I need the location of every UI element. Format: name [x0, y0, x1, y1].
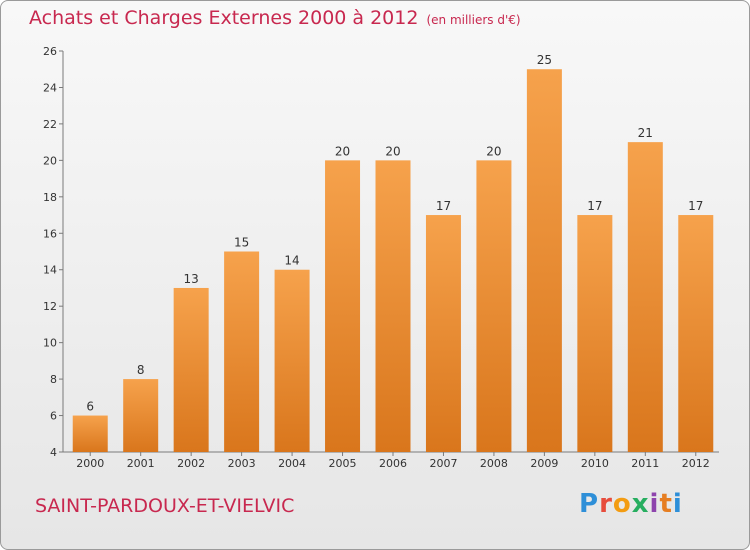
- bar-value-label: 8: [137, 363, 145, 377]
- x-tick-label: 2009: [530, 457, 558, 470]
- bar-value-label: 17: [436, 199, 451, 213]
- y-tick-label: 8: [50, 373, 57, 386]
- y-axis: 4 6 8 10 12 14 16 18 20 22 24 26: [43, 45, 64, 459]
- x-tick-label: 2002: [177, 457, 205, 470]
- bar-2004: [274, 269, 310, 452]
- city-name: SAINT-PARDOUX-ET-VIELVIC: [35, 495, 295, 517]
- x-tick-label: 2004: [278, 457, 306, 470]
- bar-2012: [678, 215, 714, 452]
- logo-letter: r: [599, 489, 613, 519]
- bar-value-label: 6: [86, 400, 94, 414]
- chart-title-text: Achats et Charges Externes 2000 à 2012: [29, 7, 419, 29]
- y-tick-label: 18: [43, 191, 57, 204]
- proxiti-logo: Proxiti: [579, 489, 683, 519]
- bar-value-label: 17: [587, 199, 602, 213]
- bar-value-label: 20: [335, 144, 350, 158]
- bar-value-label: 20: [486, 144, 501, 158]
- y-tick-label: 14: [43, 264, 57, 277]
- logo-letter: P: [579, 489, 600, 519]
- logo-letter: t: [659, 489, 673, 519]
- y-tick-label: 24: [43, 81, 57, 94]
- y-tick-label: 22: [43, 118, 57, 131]
- x-axis: 2000 2001 2002 2003 2004 2005 2006 2007 2008 2009…: [63, 451, 719, 470]
- x-tick-label: 2000: [76, 457, 104, 470]
- x-tick-label: 2010: [581, 457, 609, 470]
- x-tick-label: 2012: [682, 457, 710, 470]
- bar-value-label: 20: [385, 144, 400, 158]
- y-tick-label: 4: [50, 446, 57, 459]
- bar-2006: [375, 160, 411, 452]
- y-tick-label: 16: [43, 227, 57, 240]
- bar-2007: [425, 215, 461, 452]
- x-tick-label: 2006: [379, 457, 407, 470]
- bar-2000: [72, 415, 108, 452]
- bar-2008: [476, 160, 512, 452]
- bar-2003: [224, 251, 260, 452]
- logo-letter: i: [672, 489, 683, 519]
- bars: 6 8 13 15 14 20 20 17 20 25 17 21 17: [72, 53, 714, 453]
- x-tick-label: 2003: [228, 457, 256, 470]
- x-tick-label: 2007: [429, 457, 457, 470]
- bar-2010: [577, 215, 613, 452]
- y-tick-label: 10: [43, 337, 57, 350]
- x-tick-label: 2011: [631, 457, 659, 470]
- y-tick-label: 12: [43, 300, 57, 313]
- bar-value-label: 13: [184, 272, 199, 286]
- x-tick-label: 2005: [329, 457, 357, 470]
- chart-title: Achats et Charges Externes 2000 à 2012 (e…: [29, 7, 521, 29]
- bar-2009: [526, 69, 562, 453]
- bar-value-label: 21: [638, 126, 653, 140]
- y-tick-label: 6: [50, 410, 57, 423]
- logo-letter: o: [612, 489, 632, 519]
- bar-value-label: 17: [688, 199, 703, 213]
- y-tick-label: 26: [43, 45, 57, 58]
- bar-2011: [627, 142, 663, 453]
- chart-unit-label: (en milliers d'€): [426, 13, 521, 27]
- bar-value-label: 25: [537, 53, 552, 67]
- bar-2005: [325, 160, 361, 452]
- logo-letter: x: [631, 489, 650, 519]
- bar-value-label: 15: [234, 236, 249, 250]
- y-tick-label: 20: [43, 154, 57, 167]
- bar-value-label: 14: [284, 254, 299, 268]
- bar-2002: [173, 287, 209, 452]
- x-tick-label: 2001: [127, 457, 155, 470]
- bar-2001: [123, 379, 159, 452]
- logo-letter: i: [649, 489, 660, 519]
- x-tick-label: 2008: [480, 457, 508, 470]
